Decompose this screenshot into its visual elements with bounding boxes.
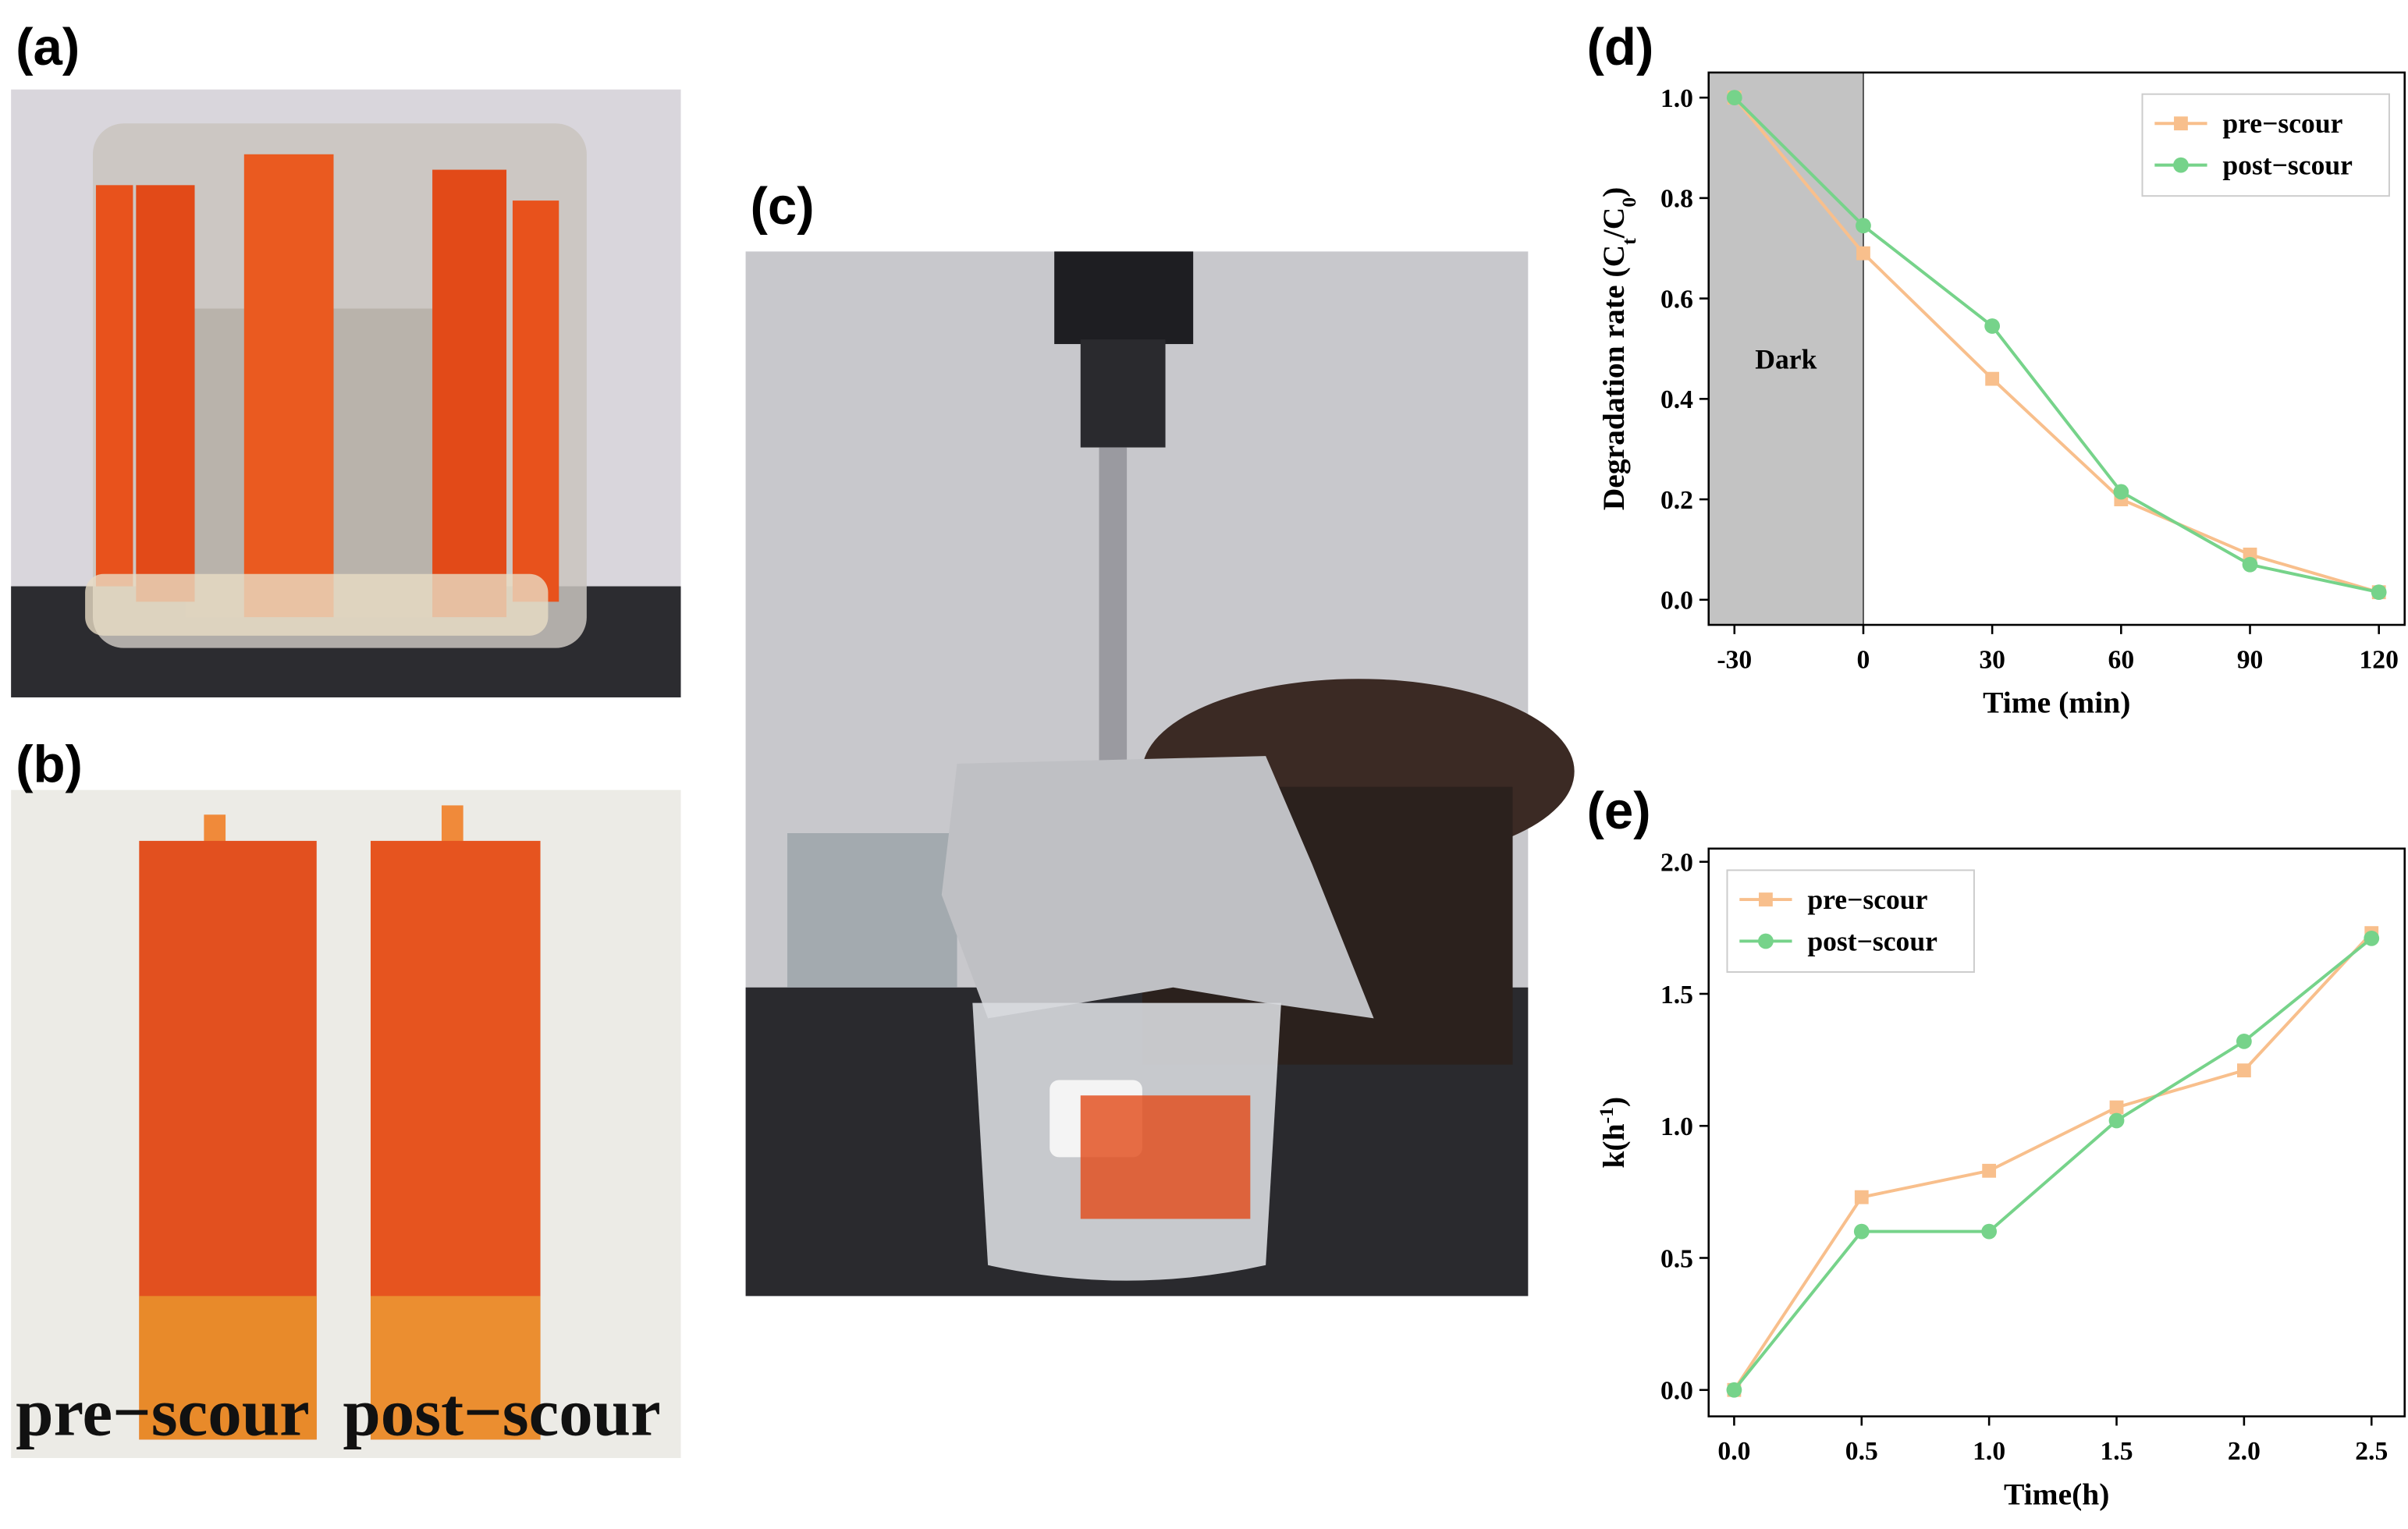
- series-line: [1733, 96, 2380, 594]
- photo-a: [11, 89, 681, 697]
- y-axis-label-part: -1: [1594, 1107, 1617, 1123]
- x-tick-label: 120: [2359, 645, 2398, 674]
- marker: [1985, 371, 2000, 386]
- x-tick-label: 2.0: [2228, 1437, 2261, 1466]
- y-tick-label: 0.0: [1660, 1377, 1693, 1406]
- marker: [2108, 1112, 2125, 1129]
- legend-box: [2141, 93, 2390, 197]
- legend-label: post−scour: [2222, 149, 2353, 180]
- photo-label: post−scour: [343, 1374, 660, 1449]
- y-axis-label: Degradation rate (Ct/C0): [1596, 187, 1639, 511]
- marker: [1726, 90, 1742, 106]
- marker: [1759, 892, 1773, 906]
- y-tick-label: 0.8: [1660, 185, 1693, 214]
- marker: [2236, 1034, 2252, 1049]
- series-line: [1732, 937, 2373, 1392]
- x-tick-label: 0.5: [1845, 1437, 1878, 1466]
- y-axis-label-part: Degradation rate (C: [1596, 245, 1631, 510]
- marker: [1856, 246, 1870, 261]
- annotation: Dark: [1755, 344, 1817, 375]
- y-axis-label-part: t: [1617, 238, 1639, 245]
- x-tick-label: 0: [1857, 645, 1870, 674]
- x-tick-label: 0.0: [1717, 1437, 1750, 1466]
- photo-c: [745, 251, 1575, 1297]
- plot-frame: [1707, 71, 2406, 626]
- y-axis-label-part: 0: [1617, 197, 1639, 208]
- marker: [2173, 157, 2189, 173]
- x-tick-label: 30: [1979, 645, 2005, 674]
- y-axis-label-part: ): [1596, 187, 1631, 197]
- y-tick-label: 0.4: [1660, 385, 1693, 414]
- marker: [1856, 218, 1871, 234]
- marker: [1758, 933, 1774, 949]
- panel-label: (a): [16, 18, 80, 76]
- marker: [2236, 1063, 2251, 1078]
- x-axis-label: Time(h): [2004, 1477, 2109, 1511]
- marker: [1981, 1223, 1998, 1240]
- marker: [1853, 1223, 1870, 1240]
- y-axis-label-part: ): [1596, 1097, 1631, 1107]
- panel-label: (c): [751, 177, 815, 236]
- x-tick-label: 2.5: [2355, 1437, 2388, 1466]
- x-tick-label: 90: [2237, 645, 2264, 674]
- x-axis-label: Time (min): [1983, 686, 2130, 720]
- marker: [2242, 556, 2258, 573]
- shaded-region: [1708, 72, 1863, 626]
- x-tick-label: 1.5: [2101, 1437, 2133, 1466]
- y-tick-label: 1.0: [1660, 84, 1693, 113]
- y-tick-label: 2.0: [1660, 849, 1693, 878]
- marker: [1982, 1163, 1997, 1178]
- x-tick-label: 60: [2108, 645, 2135, 674]
- legend-label: pre−scour: [1807, 884, 1927, 915]
- marker: [1726, 1382, 1742, 1398]
- panel-label: (d): [1586, 18, 1653, 76]
- marker: [2174, 116, 2188, 131]
- marker: [1854, 1190, 1869, 1204]
- y-axis-label-part: k(h: [1596, 1123, 1631, 1168]
- marker: [2113, 484, 2129, 500]
- x-tick-label: -30: [1717, 645, 1752, 674]
- photo-b: pre−scour post−scour: [11, 789, 681, 1459]
- y-tick-label: 0.5: [1660, 1244, 1693, 1273]
- photo-label: pre−scour: [16, 1374, 310, 1449]
- y-tick-label: 0.6: [1660, 285, 1693, 314]
- legend-box: [1726, 869, 1975, 974]
- y-tick-label: 1.0: [1660, 1112, 1693, 1141]
- legend-label: pre−scour: [2222, 108, 2342, 139]
- panel-label: (e): [1586, 782, 1650, 840]
- series-line: [1732, 931, 2373, 1391]
- x-tick-label: 1.0: [1973, 1437, 2005, 1466]
- y-axis-label-part: /C: [1596, 208, 1631, 239]
- marker: [2109, 1100, 2124, 1115]
- marker: [1984, 318, 2001, 334]
- panel-label: (b): [16, 736, 83, 794]
- y-tick-label: 0.2: [1660, 486, 1693, 515]
- marker: [2364, 930, 2380, 946]
- marker: [2371, 584, 2387, 601]
- series-line: [1733, 96, 2380, 594]
- y-axis-label: k(h-1): [1594, 1097, 1631, 1169]
- y-tick-label: 1.5: [1660, 981, 1693, 1009]
- legend-label: post−scour: [1807, 925, 1937, 956]
- plot-frame: [1707, 847, 2406, 1417]
- y-tick-label: 0.0: [1660, 587, 1693, 616]
